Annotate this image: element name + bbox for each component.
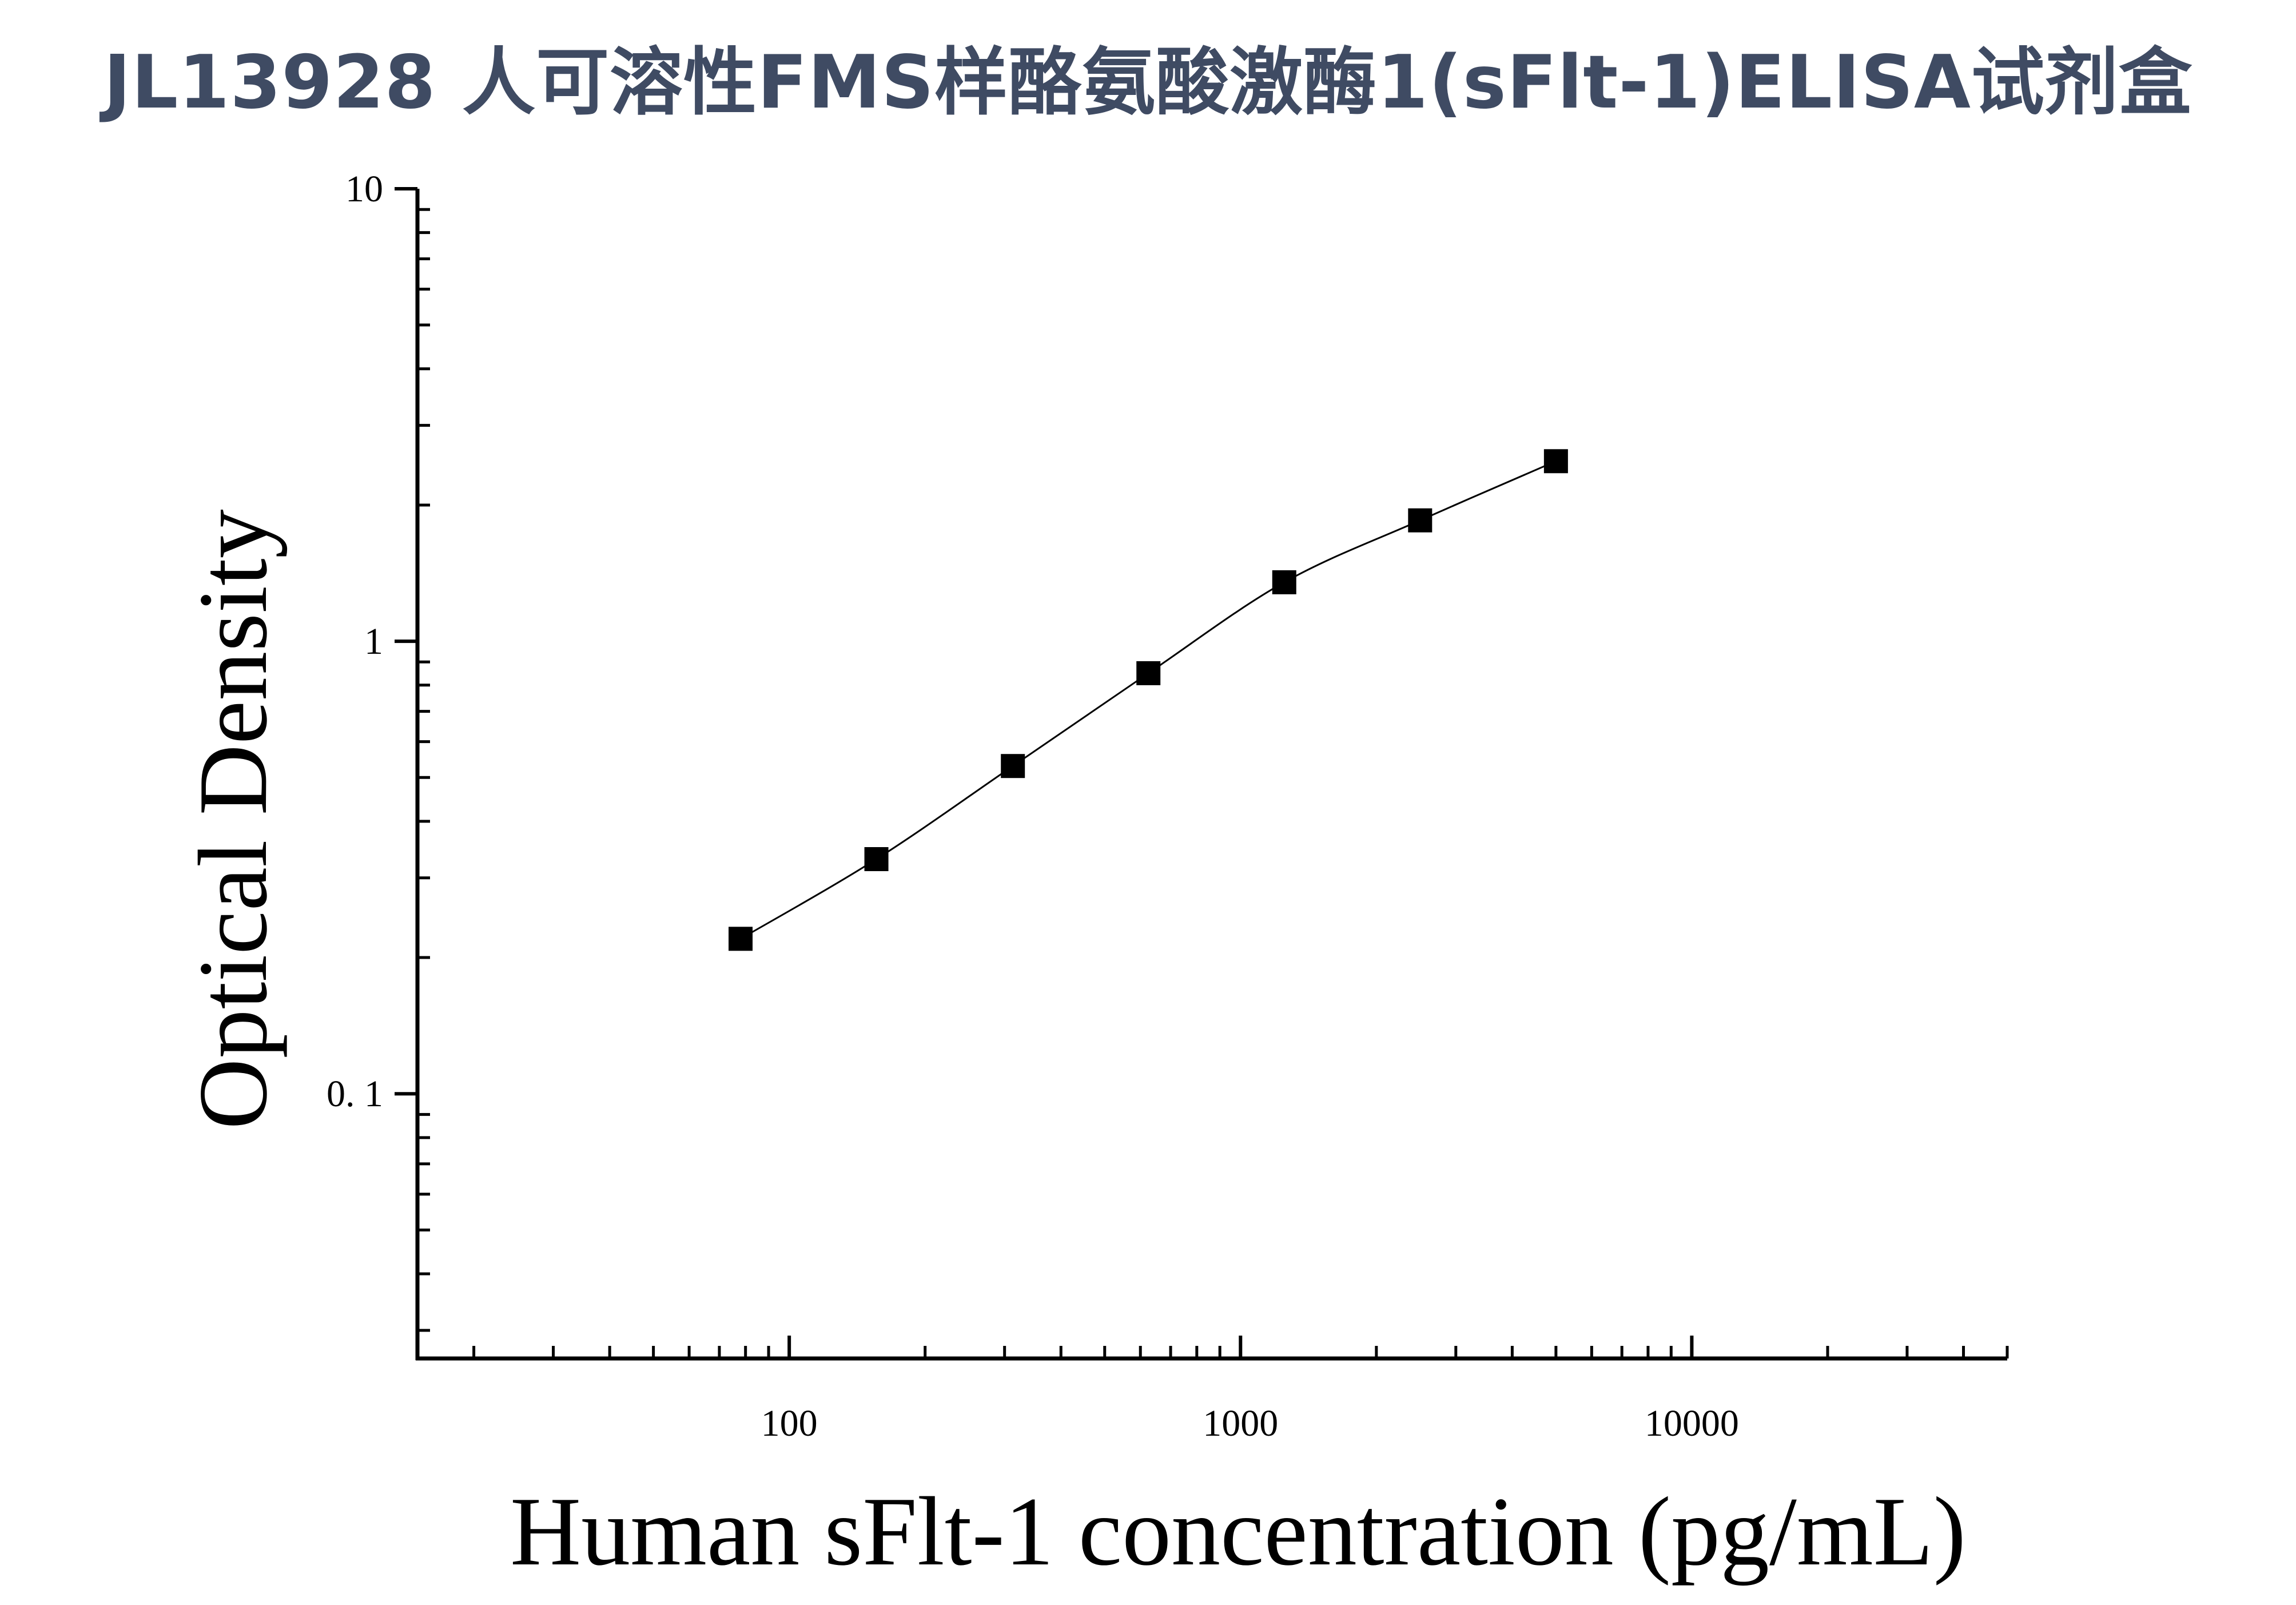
page-title: JL13928 人可溶性FMS样酪氨酸激酶1(sFlt-1)ELISA试剂盒 xyxy=(104,40,2192,125)
major-ticks xyxy=(395,187,1694,1358)
data-point xyxy=(1001,754,1025,778)
data-point xyxy=(1272,570,1296,594)
data-points xyxy=(729,449,1568,951)
x-tick-label: 10000 xyxy=(1645,1403,1739,1444)
data-point xyxy=(1408,508,1432,533)
data-point xyxy=(1543,449,1568,474)
x-tick-label: 1000 xyxy=(1203,1403,1278,1444)
x-minor-ticks xyxy=(472,1346,2009,1358)
y-axis-label: Optical Density xyxy=(179,509,288,1129)
fit-curve xyxy=(740,460,1557,940)
data-point xyxy=(729,927,753,951)
y-minor-ticks xyxy=(417,208,430,1332)
y-tick-label: 0. 1 xyxy=(327,1073,383,1115)
tick-labels: 100 1000 10000 0. 1 1 10 xyxy=(327,168,1739,1444)
data-point xyxy=(864,847,889,871)
data-point xyxy=(1136,661,1161,685)
y-tick-label: 10 xyxy=(345,168,383,210)
x-axis-label: Human sFlt-1 concentration (pg/mL) xyxy=(510,1477,1966,1586)
x-tick-label: 100 xyxy=(761,1403,818,1444)
y-tick-label: 1 xyxy=(364,621,383,662)
